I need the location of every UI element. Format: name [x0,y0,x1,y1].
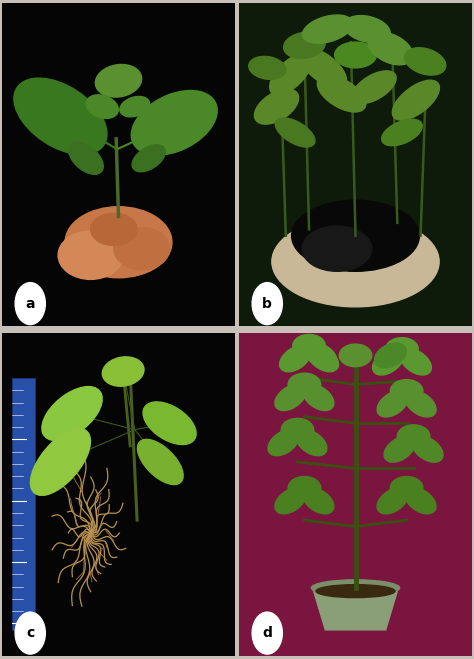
Ellipse shape [412,436,443,462]
Ellipse shape [137,440,183,484]
Ellipse shape [374,343,406,368]
Ellipse shape [288,476,320,499]
Ellipse shape [131,90,217,155]
Ellipse shape [69,142,103,174]
Ellipse shape [339,344,372,366]
Ellipse shape [270,54,311,95]
Text: c: c [26,626,35,640]
Ellipse shape [382,119,422,146]
Polygon shape [314,591,397,630]
Ellipse shape [280,345,310,372]
Ellipse shape [308,345,338,372]
Ellipse shape [293,334,325,357]
Ellipse shape [311,580,400,596]
Circle shape [15,283,46,325]
Ellipse shape [30,428,91,496]
Text: d: d [262,626,272,640]
Ellipse shape [91,213,137,246]
Ellipse shape [377,488,408,514]
Ellipse shape [390,380,423,402]
Ellipse shape [95,65,142,97]
Ellipse shape [384,436,415,462]
Ellipse shape [390,476,423,499]
Ellipse shape [405,391,436,417]
Ellipse shape [114,228,170,270]
Circle shape [252,283,283,325]
FancyBboxPatch shape [12,378,35,630]
Ellipse shape [275,488,306,514]
Ellipse shape [302,15,353,43]
Ellipse shape [42,387,102,440]
Text: a: a [26,297,35,310]
Ellipse shape [288,373,320,396]
Ellipse shape [404,47,446,75]
Ellipse shape [281,418,314,441]
Ellipse shape [120,96,150,117]
Ellipse shape [275,384,306,411]
Ellipse shape [300,48,346,88]
Ellipse shape [302,226,372,272]
Ellipse shape [249,57,286,79]
Text: b: b [262,297,272,310]
Circle shape [15,612,46,654]
Ellipse shape [272,216,439,307]
Ellipse shape [397,425,430,447]
Ellipse shape [373,349,403,375]
Circle shape [252,612,283,654]
Ellipse shape [303,488,334,514]
Ellipse shape [132,145,165,172]
Ellipse shape [368,32,413,65]
Ellipse shape [292,200,419,272]
Ellipse shape [255,89,299,124]
Ellipse shape [65,207,172,277]
Ellipse shape [102,357,144,386]
Ellipse shape [405,488,436,514]
Ellipse shape [344,16,390,43]
Ellipse shape [268,430,299,456]
Ellipse shape [275,118,315,147]
Ellipse shape [303,384,334,411]
Ellipse shape [283,32,325,59]
Ellipse shape [392,80,439,120]
Ellipse shape [317,75,366,112]
Ellipse shape [58,231,123,279]
Ellipse shape [305,343,337,368]
Ellipse shape [377,391,408,417]
Ellipse shape [401,349,431,375]
Ellipse shape [352,71,396,103]
Ellipse shape [335,42,376,68]
Ellipse shape [86,95,118,119]
Ellipse shape [316,585,395,598]
Ellipse shape [296,430,327,456]
Ellipse shape [386,337,418,360]
Ellipse shape [143,402,196,445]
Ellipse shape [14,78,107,154]
